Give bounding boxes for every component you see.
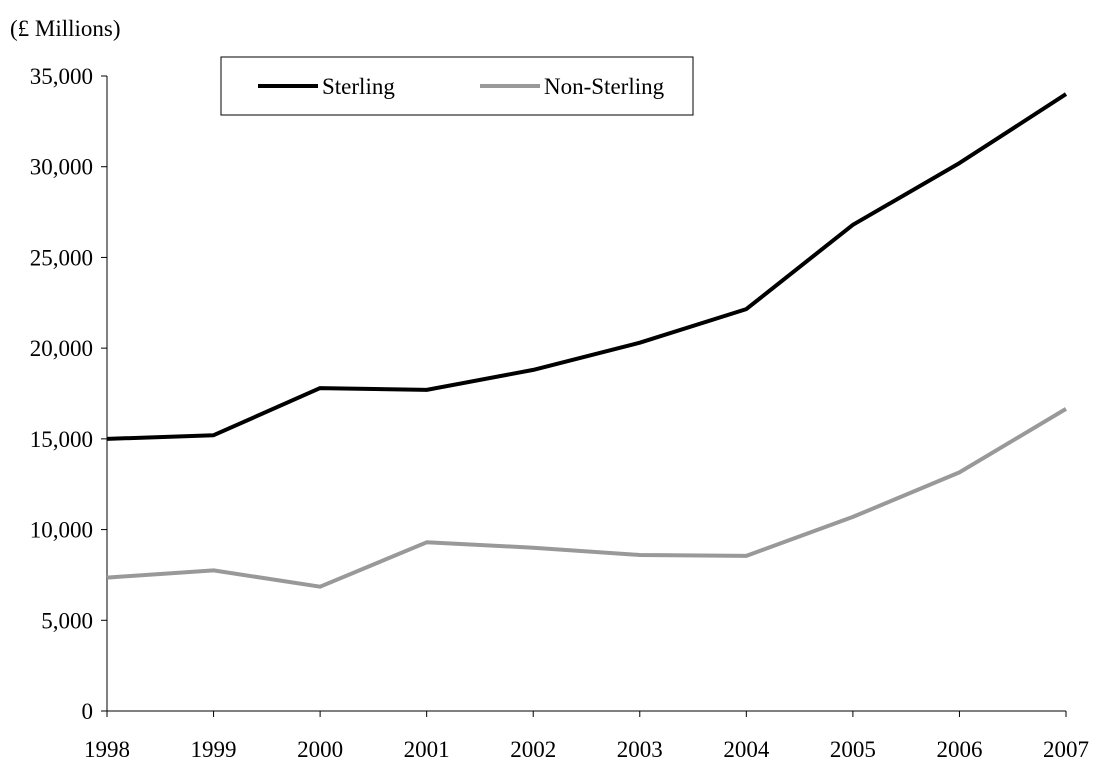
y-tick-label: 25,000 bbox=[30, 245, 93, 270]
unit-label: (£ Millions) bbox=[10, 16, 121, 41]
y-tick-label: 20,000 bbox=[30, 336, 93, 361]
legend-label-non-sterling: Non-Sterling bbox=[544, 74, 665, 99]
x-tick-label: 2005 bbox=[830, 737, 876, 762]
x-tick-label: 2006 bbox=[936, 737, 982, 762]
x-tick-label: 2002 bbox=[510, 737, 556, 762]
x-tick-label: 1998 bbox=[84, 737, 130, 762]
x-axis-ticks: 1998 1999 2000 2001 2002 2003 2004 2005 2006 2007 bbox=[84, 711, 1089, 762]
y-tick-label: 30,000 bbox=[30, 155, 93, 180]
x-tick-label: 2004 bbox=[723, 737, 770, 762]
legend: Sterling Non-Sterling bbox=[220, 56, 694, 116]
axes bbox=[106, 76, 1066, 712]
y-tick-label: 10,000 bbox=[30, 518, 93, 543]
y-tick-label: 5,000 bbox=[41, 608, 93, 633]
y-tick-label: 0 bbox=[82, 699, 94, 724]
y-axis-ticks: 0 5,000 10,000 15,000 20,000 25,000 30,000 35,0… bbox=[30, 64, 107, 724]
x-tick-label: 2003 bbox=[617, 737, 663, 762]
x-tick-label: 2007 bbox=[1043, 737, 1089, 762]
y-tick-label: 15,000 bbox=[30, 427, 93, 452]
series-line-sterling bbox=[106, 92, 1068, 441]
series-line-non-sterling bbox=[106, 407, 1068, 589]
x-tick-label: 1999 bbox=[191, 737, 237, 762]
x-tick-label: 2000 bbox=[297, 737, 343, 762]
x-tick-label: 2001 bbox=[404, 737, 450, 762]
y-tick-label: 35,000 bbox=[30, 64, 93, 89]
series-layer bbox=[106, 92, 1068, 589]
legend-label-sterling: Sterling bbox=[322, 74, 395, 99]
